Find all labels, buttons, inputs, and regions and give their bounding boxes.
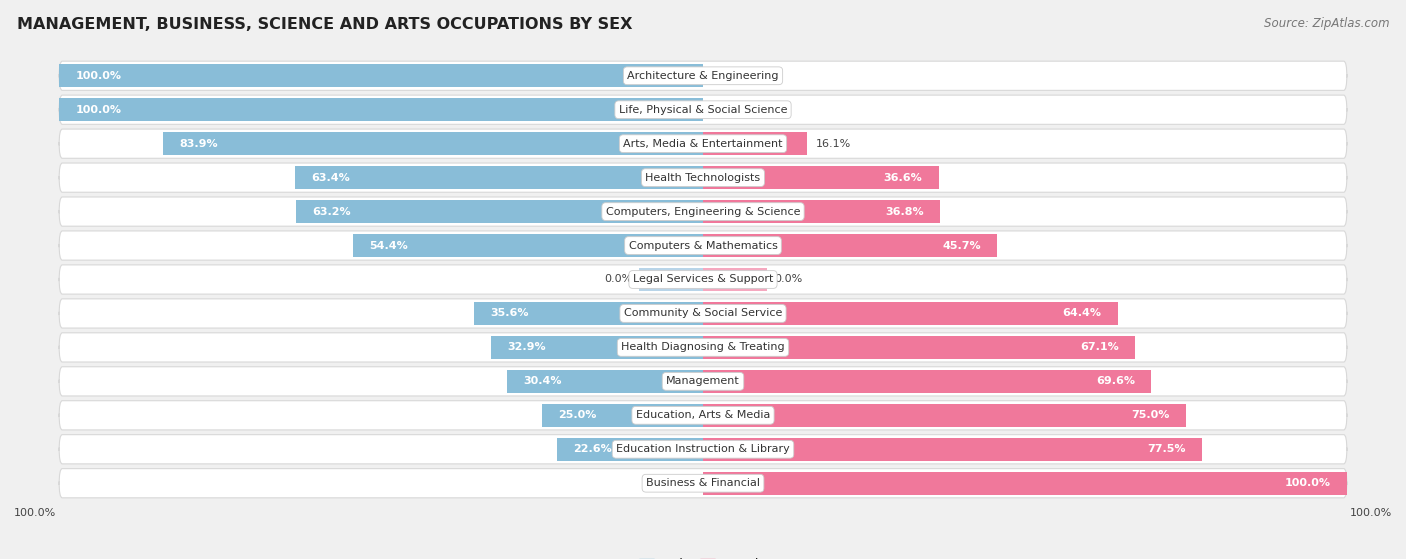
- Text: 63.4%: 63.4%: [311, 173, 350, 183]
- FancyBboxPatch shape: [59, 129, 1347, 158]
- Text: 63.2%: 63.2%: [312, 207, 350, 216]
- FancyBboxPatch shape: [59, 468, 1347, 498]
- Text: 16.1%: 16.1%: [817, 139, 852, 149]
- Text: 100.0%: 100.0%: [1350, 508, 1392, 518]
- Text: 0.0%: 0.0%: [655, 478, 683, 488]
- Bar: [703, 370, 1152, 393]
- Text: 75.0%: 75.0%: [1132, 410, 1170, 420]
- Bar: [703, 336, 1135, 359]
- Legend: Male, Female: Male, Female: [634, 553, 772, 559]
- Text: 67.1%: 67.1%: [1080, 343, 1119, 352]
- FancyBboxPatch shape: [59, 231, 1347, 260]
- Bar: [297, 200, 703, 223]
- Bar: [703, 472, 1347, 495]
- Text: Source: ZipAtlas.com: Source: ZipAtlas.com: [1264, 17, 1389, 30]
- Text: 69.6%: 69.6%: [1097, 376, 1135, 386]
- Bar: [59, 64, 703, 87]
- Text: 36.6%: 36.6%: [884, 173, 922, 183]
- FancyBboxPatch shape: [59, 95, 1347, 124]
- Bar: [543, 404, 703, 427]
- Bar: [703, 438, 1202, 461]
- Text: 25.0%: 25.0%: [558, 410, 596, 420]
- Text: Health Technologists: Health Technologists: [645, 173, 761, 183]
- FancyBboxPatch shape: [59, 333, 1347, 362]
- Text: 30.4%: 30.4%: [523, 376, 562, 386]
- Bar: [163, 132, 703, 155]
- Bar: [703, 302, 1118, 325]
- Bar: [474, 302, 703, 325]
- Text: 45.7%: 45.7%: [942, 240, 981, 250]
- Text: Arts, Media & Entertainment: Arts, Media & Entertainment: [623, 139, 783, 149]
- Text: Business & Financial: Business & Financial: [645, 478, 761, 488]
- Text: 0.0%: 0.0%: [773, 274, 801, 285]
- Text: Life, Physical & Social Science: Life, Physical & Social Science: [619, 105, 787, 115]
- Text: 32.9%: 32.9%: [508, 343, 546, 352]
- Text: Management: Management: [666, 376, 740, 386]
- Text: 0.0%: 0.0%: [723, 71, 751, 81]
- Bar: [508, 370, 703, 393]
- FancyBboxPatch shape: [59, 435, 1347, 464]
- Text: Health Diagnosing & Treating: Health Diagnosing & Treating: [621, 343, 785, 352]
- Bar: [491, 336, 703, 359]
- Text: 64.4%: 64.4%: [1063, 309, 1101, 319]
- FancyBboxPatch shape: [59, 61, 1347, 91]
- FancyBboxPatch shape: [59, 265, 1347, 294]
- Text: 35.6%: 35.6%: [489, 309, 529, 319]
- Text: 100.0%: 100.0%: [1285, 478, 1330, 488]
- Bar: [703, 268, 768, 291]
- Bar: [703, 200, 941, 223]
- FancyBboxPatch shape: [59, 163, 1347, 192]
- Text: Education, Arts & Media: Education, Arts & Media: [636, 410, 770, 420]
- Text: Computers & Mathematics: Computers & Mathematics: [628, 240, 778, 250]
- Text: Education Instruction & Library: Education Instruction & Library: [616, 444, 790, 454]
- Text: 100.0%: 100.0%: [76, 71, 121, 81]
- Bar: [703, 132, 807, 155]
- Text: 0.0%: 0.0%: [723, 105, 751, 115]
- Text: 100.0%: 100.0%: [14, 508, 56, 518]
- Bar: [703, 234, 997, 257]
- Text: 100.0%: 100.0%: [76, 105, 121, 115]
- Bar: [703, 404, 1185, 427]
- Bar: [59, 98, 703, 121]
- Text: Legal Services & Support: Legal Services & Support: [633, 274, 773, 285]
- Text: 77.5%: 77.5%: [1147, 444, 1185, 454]
- Text: Architecture & Engineering: Architecture & Engineering: [627, 71, 779, 81]
- Bar: [703, 166, 939, 189]
- Bar: [353, 234, 703, 257]
- Bar: [558, 438, 703, 461]
- Text: 83.9%: 83.9%: [179, 139, 218, 149]
- Text: 36.8%: 36.8%: [886, 207, 924, 216]
- FancyBboxPatch shape: [59, 401, 1347, 430]
- Text: MANAGEMENT, BUSINESS, SCIENCE AND ARTS OCCUPATIONS BY SEX: MANAGEMENT, BUSINESS, SCIENCE AND ARTS O…: [17, 17, 633, 32]
- Bar: [295, 166, 703, 189]
- FancyBboxPatch shape: [59, 197, 1347, 226]
- Text: Community & Social Service: Community & Social Service: [624, 309, 782, 319]
- Text: 22.6%: 22.6%: [574, 444, 613, 454]
- Text: 0.0%: 0.0%: [605, 274, 633, 285]
- FancyBboxPatch shape: [59, 367, 1347, 396]
- Text: Computers, Engineering & Science: Computers, Engineering & Science: [606, 207, 800, 216]
- Text: 54.4%: 54.4%: [368, 240, 408, 250]
- FancyBboxPatch shape: [59, 299, 1347, 328]
- Bar: [638, 268, 703, 291]
